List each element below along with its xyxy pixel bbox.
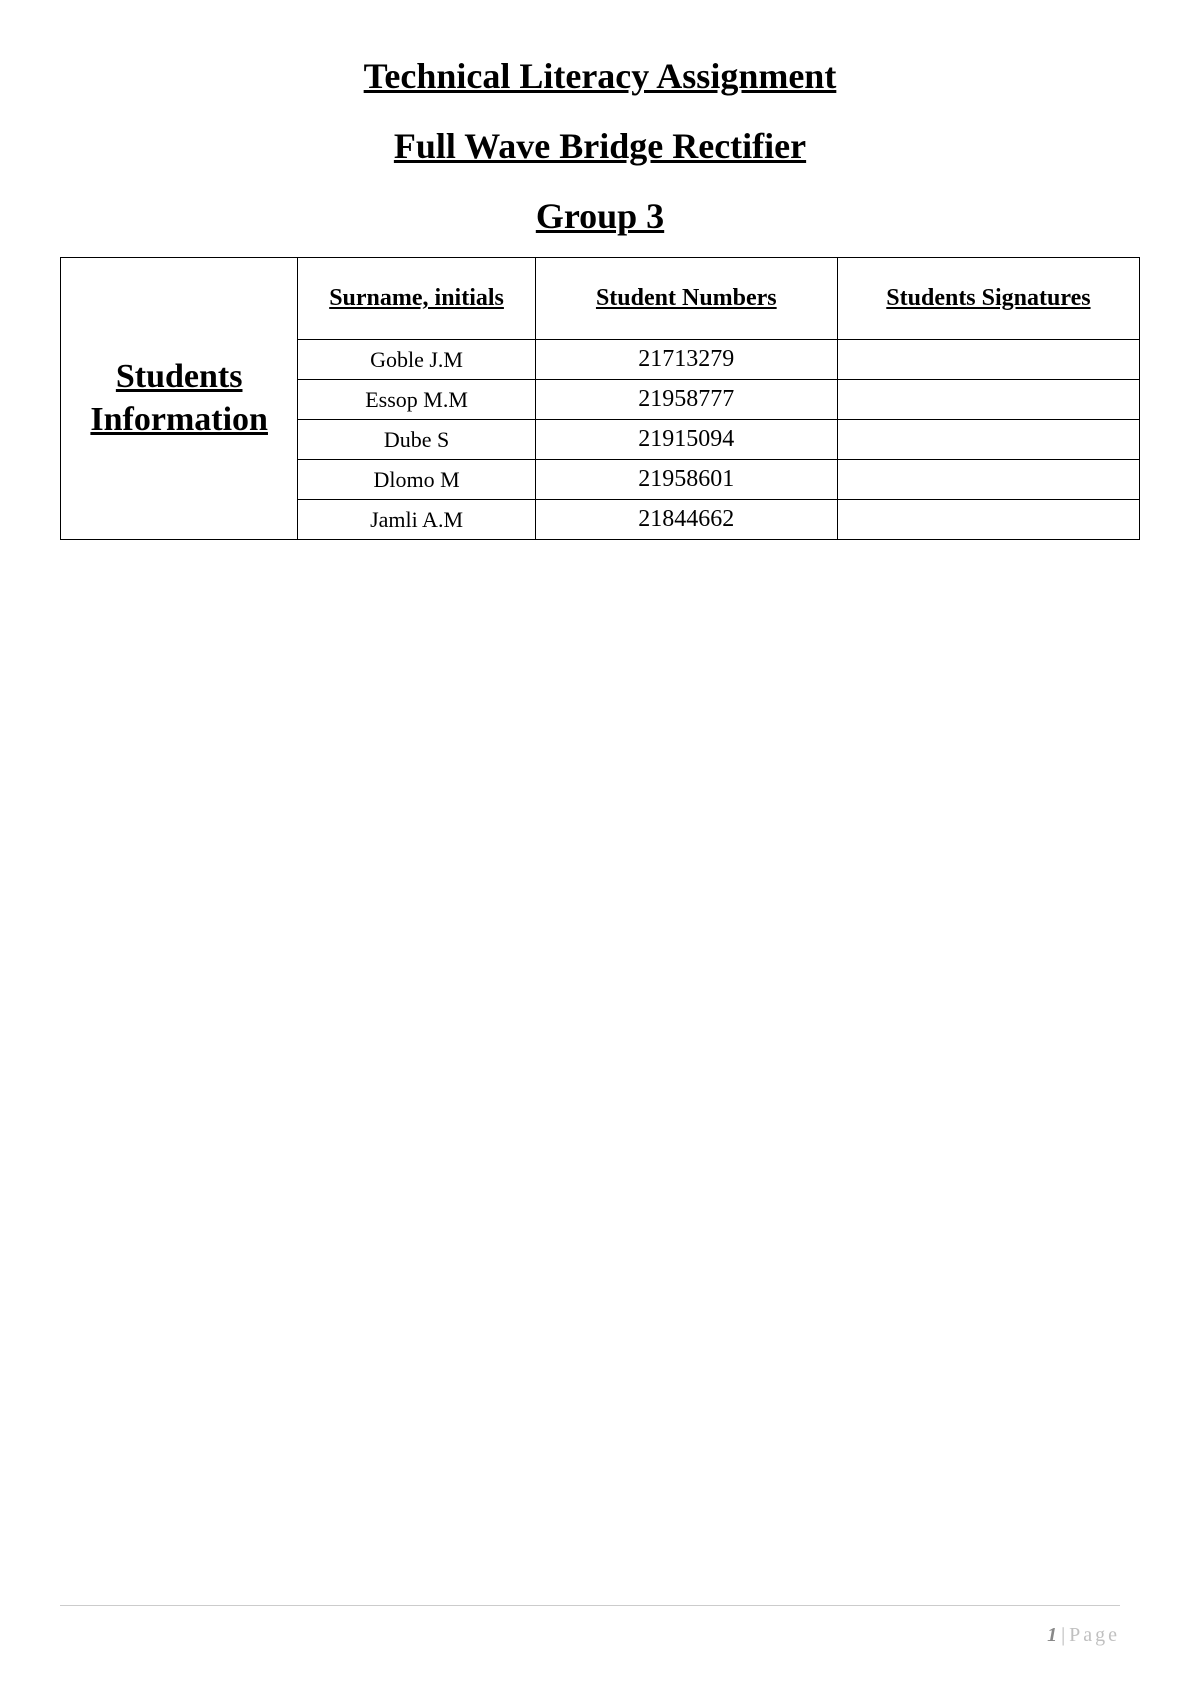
footer-divider [60,1605,1120,1606]
student-name-cell: Dube S [298,420,535,460]
column-header-signature: Students Signatures [837,258,1139,340]
student-name-cell: Goble J.M [298,340,535,380]
student-number-cell: 21958601 [535,460,837,500]
student-name-cell: Dlomo M [298,460,535,500]
students-table: Students Information Surname, initials S… [60,257,1140,540]
student-signature-cell [837,420,1139,460]
title-section: Technical Literacy Assignment Full Wave … [60,55,1140,237]
student-signature-cell [837,500,1139,540]
student-signature-cell [837,380,1139,420]
table-header-row: Students Information Surname, initials S… [61,258,1140,340]
column-header-surname: Surname, initials [298,258,535,340]
student-number-cell: 21713279 [535,340,837,380]
student-name-cell: Essop M.M [298,380,535,420]
student-number-cell: 21958777 [535,380,837,420]
page-footer: 1|Page [60,1605,1120,1647]
page-label: Page [1069,1624,1120,1646]
main-title: Technical Literacy Assignment [60,55,1140,97]
student-signature-cell [837,460,1139,500]
group-title: Group 3 [60,195,1140,237]
student-signature-cell [837,340,1139,380]
student-name-cell: Jamli A.M [298,500,535,540]
page-divider-bar: | [1061,1624,1065,1646]
page-number: 1 [1047,1624,1057,1646]
footer-text: 1|Page [60,1624,1120,1647]
column-header-number: Student Numbers [535,258,837,340]
student-number-cell: 21915094 [535,420,837,460]
sub-title: Full Wave Bridge Rectifier [60,125,1140,167]
student-number-cell: 21844662 [535,500,837,540]
students-info-header: Students Information [61,258,298,540]
